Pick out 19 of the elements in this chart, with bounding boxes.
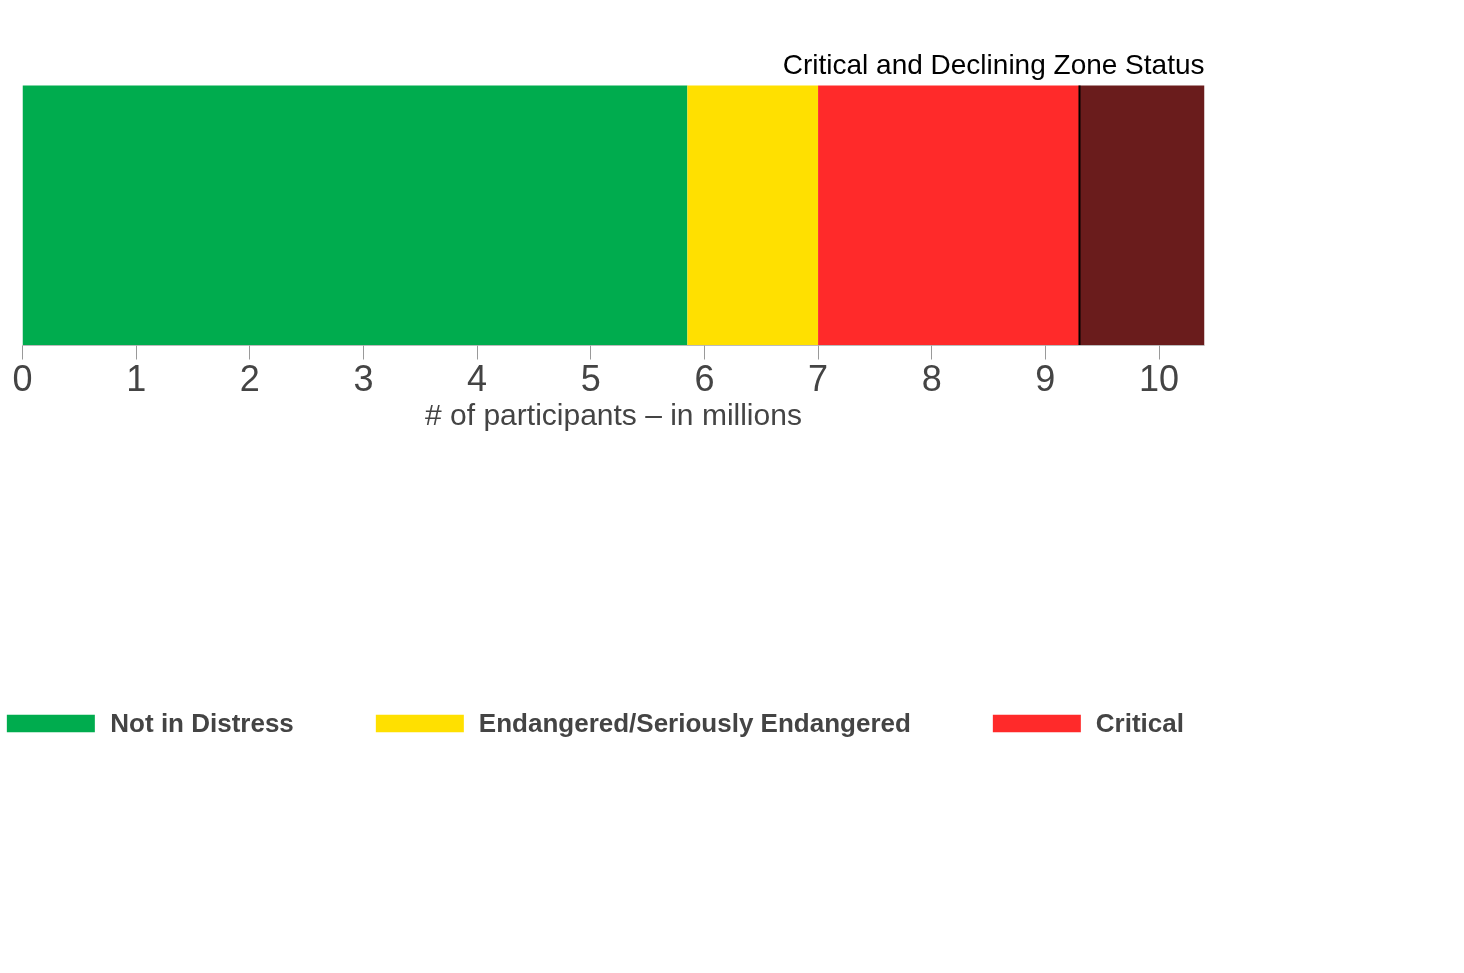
series-label: Critical and Declining Zone Status [782, 49, 1205, 81]
legend-label: Endangered/Seriously Endangered [478, 707, 911, 739]
x-tick-label: 10 [1139, 357, 1180, 399]
bar [818, 85, 1080, 346]
x-tick-label: 0 [12, 357, 33, 399]
x-tick-label: 6 [694, 357, 715, 399]
x-axis-title: # of participants – in millions [425, 397, 802, 431]
x-tick-label: 9 [1035, 357, 1056, 399]
legend-label: Critical [1095, 707, 1184, 739]
legend-label: Not in Distress [110, 707, 294, 739]
x-tick-label: 3 [353, 357, 374, 399]
bar [1079, 85, 1205, 346]
x-tick-label: 8 [921, 357, 942, 399]
x-tick-label: 2 [239, 357, 260, 399]
x-tick-label: 5 [580, 357, 601, 399]
x-tick-label: 7 [808, 357, 829, 399]
x-tick-label: 4 [467, 357, 488, 399]
x-tick-label: 1 [126, 357, 147, 399]
bar [687, 85, 819, 346]
